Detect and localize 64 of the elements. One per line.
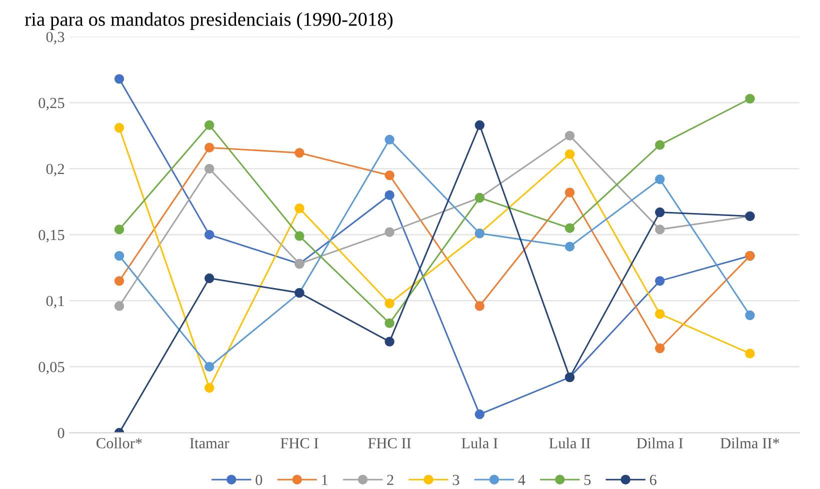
legend-label: 0 bbox=[256, 474, 262, 486]
point bbox=[654, 174, 665, 184]
point bbox=[204, 273, 214, 284]
point bbox=[294, 203, 304, 214]
legend-label: 6 bbox=[650, 474, 656, 486]
point bbox=[384, 170, 394, 180]
point bbox=[474, 409, 485, 420]
point bbox=[745, 94, 755, 104]
point bbox=[384, 190, 394, 200]
point bbox=[204, 362, 214, 372]
legend-label: 2 bbox=[387, 474, 394, 485]
point bbox=[204, 164, 214, 174]
legend-label: 3 bbox=[452, 474, 460, 486]
point bbox=[564, 242, 575, 252]
x-tick-label: Dilma I bbox=[636, 438, 683, 448]
point bbox=[745, 348, 755, 358]
point bbox=[204, 230, 214, 240]
point bbox=[474, 301, 485, 311]
x-tick-label: Itamar bbox=[190, 438, 230, 448]
x-tick-label: Lula II bbox=[549, 438, 590, 448]
point bbox=[294, 148, 304, 158]
point bbox=[564, 223, 575, 233]
point bbox=[114, 74, 124, 84]
y-tick-label: 0,15 bbox=[38, 230, 64, 242]
point bbox=[384, 298, 394, 308]
x-tick-label: Dilma II* bbox=[720, 438, 780, 448]
point bbox=[204, 142, 214, 152]
point bbox=[114, 250, 124, 261]
point bbox=[564, 188, 575, 198]
x-tick-label: Collor* bbox=[96, 438, 142, 448]
legend-label: 4 bbox=[518, 474, 526, 485]
x-tick-label: Lula I bbox=[462, 438, 498, 448]
point bbox=[654, 140, 665, 150]
point bbox=[564, 130, 575, 141]
y-tick-label: 0 bbox=[58, 428, 64, 438]
chart-title: ria para os mandatos presidenciais (1990-2018) bbox=[24, 12, 393, 30]
y-tick-label: 0,25 bbox=[38, 98, 64, 110]
point bbox=[654, 309, 665, 319]
point bbox=[114, 224, 124, 234]
y-tick-label: 0,1 bbox=[46, 296, 64, 308]
point bbox=[204, 120, 214, 130]
point bbox=[114, 276, 124, 286]
x-tick-label: FHC II bbox=[368, 438, 411, 448]
point bbox=[564, 149, 575, 160]
point bbox=[204, 383, 214, 393]
point bbox=[114, 122, 124, 133]
point bbox=[384, 134, 394, 145]
point bbox=[654, 276, 665, 286]
point bbox=[384, 227, 394, 237]
legend-label: 1 bbox=[322, 474, 328, 485]
legend-label: 5 bbox=[584, 474, 591, 486]
point bbox=[384, 336, 394, 347]
point bbox=[654, 224, 665, 234]
point bbox=[654, 207, 665, 218]
point bbox=[654, 343, 665, 354]
point bbox=[474, 120, 485, 130]
y-tick-label: 0,05 bbox=[38, 362, 64, 374]
point bbox=[384, 318, 394, 328]
y-tick-label: 0,2 bbox=[46, 164, 64, 176]
point bbox=[294, 231, 304, 241]
point bbox=[114, 301, 124, 311]
point bbox=[745, 310, 755, 320]
x-tick-label: FHC I bbox=[280, 438, 318, 448]
y-tick-label: 0,3 bbox=[46, 32, 64, 44]
